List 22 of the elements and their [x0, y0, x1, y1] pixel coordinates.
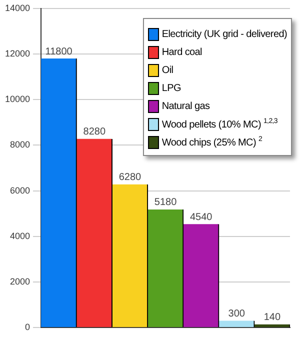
data-label: 140: [264, 312, 281, 324]
y-tick-label: 14000: [4, 2, 30, 13]
legend-label: Wood pellets (10% MC) $^{1,2,3}$: [162, 118, 278, 130]
data-label: 300: [228, 308, 246, 320]
data-label: 11800: [45, 46, 73, 58]
legend-label: Oil: [162, 64, 174, 76]
legend-label: Wood chips (25% MC) $^{2}$: [162, 136, 262, 148]
legend-label: Natural gas: [162, 100, 210, 112]
data-label: 6280: [118, 172, 142, 184]
data-label: 4540: [190, 212, 213, 223]
y-tick-label: 6000: [10, 185, 30, 196]
legend-label: Hard coal: [162, 46, 202, 58]
y-tick-label: 2000: [10, 276, 30, 286]
legend-label: LPG: [162, 82, 181, 94]
data-label: 8280: [83, 126, 106, 138]
y-tick-label: 10000: [4, 94, 30, 104]
y-tick-label: 12000: [4, 48, 30, 58]
y-tick-label: 4000: [10, 230, 30, 241]
legend-label: Electricity (UK grid - delivered): [162, 28, 287, 40]
y-tick-label: 0: [25, 322, 30, 332]
data-label: 5180: [154, 197, 178, 208]
y-tick-label: 8000: [10, 140, 30, 150]
